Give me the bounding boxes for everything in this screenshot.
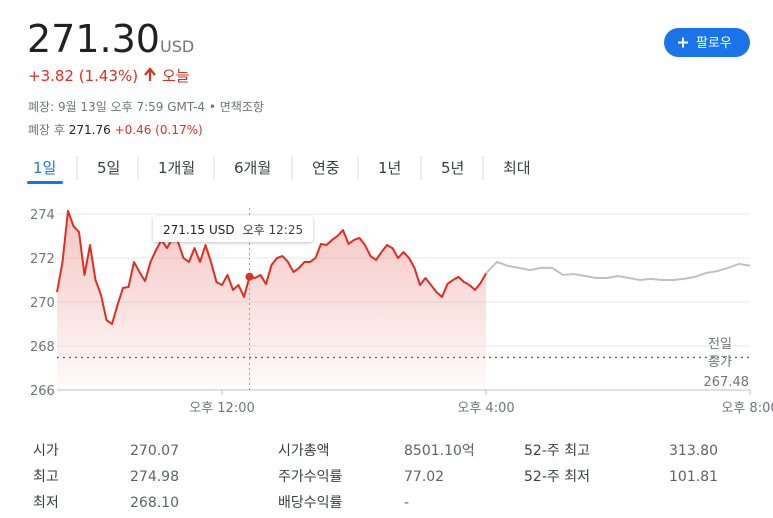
stat-value: 8501.10억 <box>404 443 475 459</box>
stat-value: 101.81 <box>669 469 718 485</box>
status: 폐장: 9월 13일 오후 7:59 GMT-4 <box>28 100 205 114</box>
price: 271.30 <box>27 17 160 61</box>
tab[interactable]: 5일 <box>97 159 120 177</box>
stat-label: 52-주 최고 <box>524 443 590 459</box>
active-tab-underline <box>27 181 63 184</box>
plus-icon[interactable] <box>678 37 688 48</box>
y-tick-label: 274 <box>30 208 55 223</box>
tab[interactable]: 최대 <box>503 159 531 177</box>
follow-label[interactable]: 팔로우 <box>696 36 732 51</box>
y-tick-label: 268 <box>30 340 55 355</box>
x-tick-label: 오후 8:00 <box>721 401 773 416</box>
after-hours-price: 271.76 <box>69 123 111 137</box>
period: 오늘 <box>162 67 190 85</box>
previous-close-value: 267.48 <box>704 375 750 390</box>
stat-value: 313.80 <box>669 443 718 459</box>
stat-value: 77.02 <box>404 469 444 485</box>
stat-label: 시가총액 <box>278 443 330 459</box>
stat-label: 최고 <box>33 469 59 485</box>
stat-label: 시가 <box>33 443 59 459</box>
price-line <box>485 260 751 281</box>
stat-label: 52-주 최저 <box>524 469 590 485</box>
stat-value: 268.10 <box>130 495 179 511</box>
stat-value: 274.98 <box>130 469 179 485</box>
hover-point <box>245 272 254 281</box>
tooltip: 271.15 USD 오후 12:25 <box>153 216 313 242</box>
stat-label: 배당수익률 <box>278 495 343 511</box>
up-arrow-icon <box>144 67 156 81</box>
tab[interactable]: 1년 <box>378 159 401 177</box>
tooltip-bg <box>153 216 313 242</box>
tooltip-text: 271.15 USD 오후 12:25 <box>163 223 303 237</box>
after-hours-change: +0.46 (0.17%) <box>115 123 203 137</box>
range-tabs: 1일 5일 1개월 6개월 연중 1년 5년 최대 <box>27 156 531 184</box>
tab[interactable]: 5년 <box>441 159 464 177</box>
stat-value: - <box>404 495 409 511</box>
price-change: +3.82 (1.43%) <box>28 67 138 85</box>
separator: • <box>209 100 216 114</box>
tab[interactable]: 6개월 <box>234 159 271 177</box>
tooltip-unit: USD <box>209 223 235 237</box>
price-chart: 266 268 270 272 274 오후 12:00 오후 4:00 오후 8:00 전일종… <box>30 208 773 416</box>
stat-value: 270.07 <box>130 443 179 459</box>
tab[interactable]: 1개월 <box>158 159 195 177</box>
y-tick-label: 270 <box>30 296 55 311</box>
tab[interactable]: 연중 <box>312 159 340 177</box>
x-tick-label: 오후 4:00 <box>457 401 514 416</box>
previous-close-label: 전일 <box>708 337 732 352</box>
tooltip-value: 271.15 <box>163 223 205 237</box>
stat-label: 최저 <box>33 495 59 511</box>
follow-button-bg[interactable] <box>664 28 750 57</box>
previous-close-label: 종가 <box>708 355 732 370</box>
price-area <box>57 210 486 390</box>
y-tick-label: 272 <box>30 252 55 267</box>
x-tick-label: 오후 12:00 <box>189 401 255 416</box>
stat-label: 주가수익률 <box>278 469 343 485</box>
disclaimer[interactable]: 면책조항 <box>220 99 264 114</box>
after-hours: 폐장 후 271.76 +0.46 (0.17%) <box>28 123 203 137</box>
after-hours-label: 폐장 후 <box>28 123 65 137</box>
stats-table: 시가 270.07 최고 274.98 최저 268.10 시가총액 8501.10억주가수익… <box>33 443 718 511</box>
y-tick-label: 266 <box>30 384 55 399</box>
follow-button[interactable]: 팔로우 <box>664 28 750 57</box>
tooltip-time: 오후 12:25 <box>243 223 303 237</box>
tab[interactable]: 1일 <box>33 159 56 177</box>
price-line <box>56 209 487 325</box>
currency: USD <box>160 37 194 56</box>
market-status: 폐장: 9월 13일 오후 7:59 GMT-4 • 면책조항 <box>28 99 264 114</box>
